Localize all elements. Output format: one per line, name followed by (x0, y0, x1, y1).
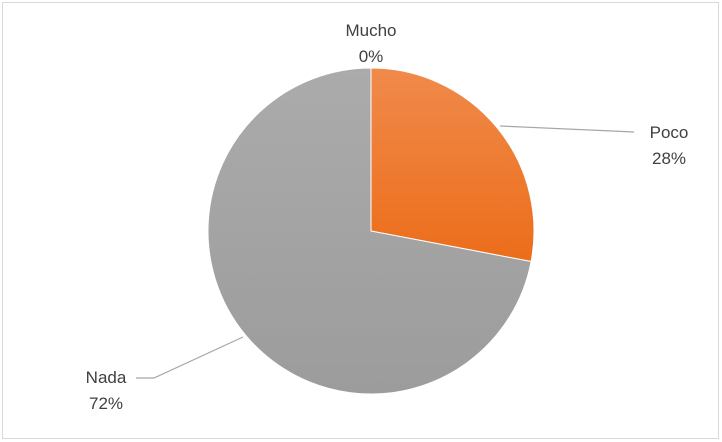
data-labels: Mucho 0% Poco 28% Nada 72% (86, 21, 689, 413)
label-category-mucho: Mucho (345, 21, 396, 40)
label-category-nada: Nada (86, 368, 127, 387)
leader-line-nada (136, 336, 244, 379)
label-value-mucho: 0% (359, 47, 384, 66)
leader-lines (136, 125, 635, 379)
label-value-nada: 72% (89, 394, 123, 413)
leader-line-poco (499, 125, 635, 133)
pie-slice-nada (207, 67, 532, 395)
pie-slices (207, 67, 535, 395)
pie-slice-poco (370, 67, 535, 263)
label-value-poco: 28% (652, 149, 686, 168)
label-category-poco: Poco (650, 123, 689, 142)
